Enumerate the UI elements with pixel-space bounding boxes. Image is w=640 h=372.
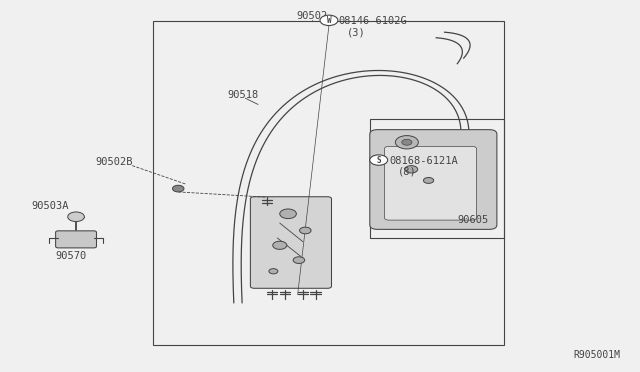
Text: (3): (3): [347, 27, 365, 37]
Text: 90570: 90570: [55, 251, 86, 261]
FancyBboxPatch shape: [385, 146, 476, 220]
Circle shape: [320, 15, 338, 26]
Circle shape: [396, 136, 419, 149]
Text: 90502: 90502: [297, 11, 328, 21]
Text: 90503A: 90503A: [31, 201, 69, 211]
Circle shape: [293, 257, 305, 263]
Text: 90605: 90605: [458, 215, 488, 225]
Circle shape: [300, 227, 311, 234]
Text: S: S: [376, 155, 381, 164]
Bar: [153, 21, 504, 345]
Text: 08146-6102G: 08146-6102G: [338, 16, 406, 26]
Circle shape: [280, 209, 296, 219]
Circle shape: [273, 241, 287, 249]
Text: R905001M: R905001M: [573, 350, 620, 360]
Text: W: W: [326, 16, 332, 25]
FancyBboxPatch shape: [250, 197, 332, 288]
Circle shape: [269, 269, 278, 274]
Circle shape: [424, 177, 434, 183]
Circle shape: [370, 155, 388, 165]
Bar: [370, 119, 504, 238]
FancyBboxPatch shape: [370, 130, 497, 230]
Text: 90518: 90518: [227, 90, 259, 100]
Circle shape: [402, 139, 412, 145]
FancyBboxPatch shape: [56, 231, 97, 248]
Text: 08168-6121A: 08168-6121A: [389, 156, 458, 166]
Circle shape: [405, 166, 418, 173]
Text: (8): (8): [398, 167, 417, 177]
Circle shape: [173, 185, 184, 192]
Circle shape: [68, 212, 84, 222]
Text: 90502B: 90502B: [95, 157, 132, 167]
